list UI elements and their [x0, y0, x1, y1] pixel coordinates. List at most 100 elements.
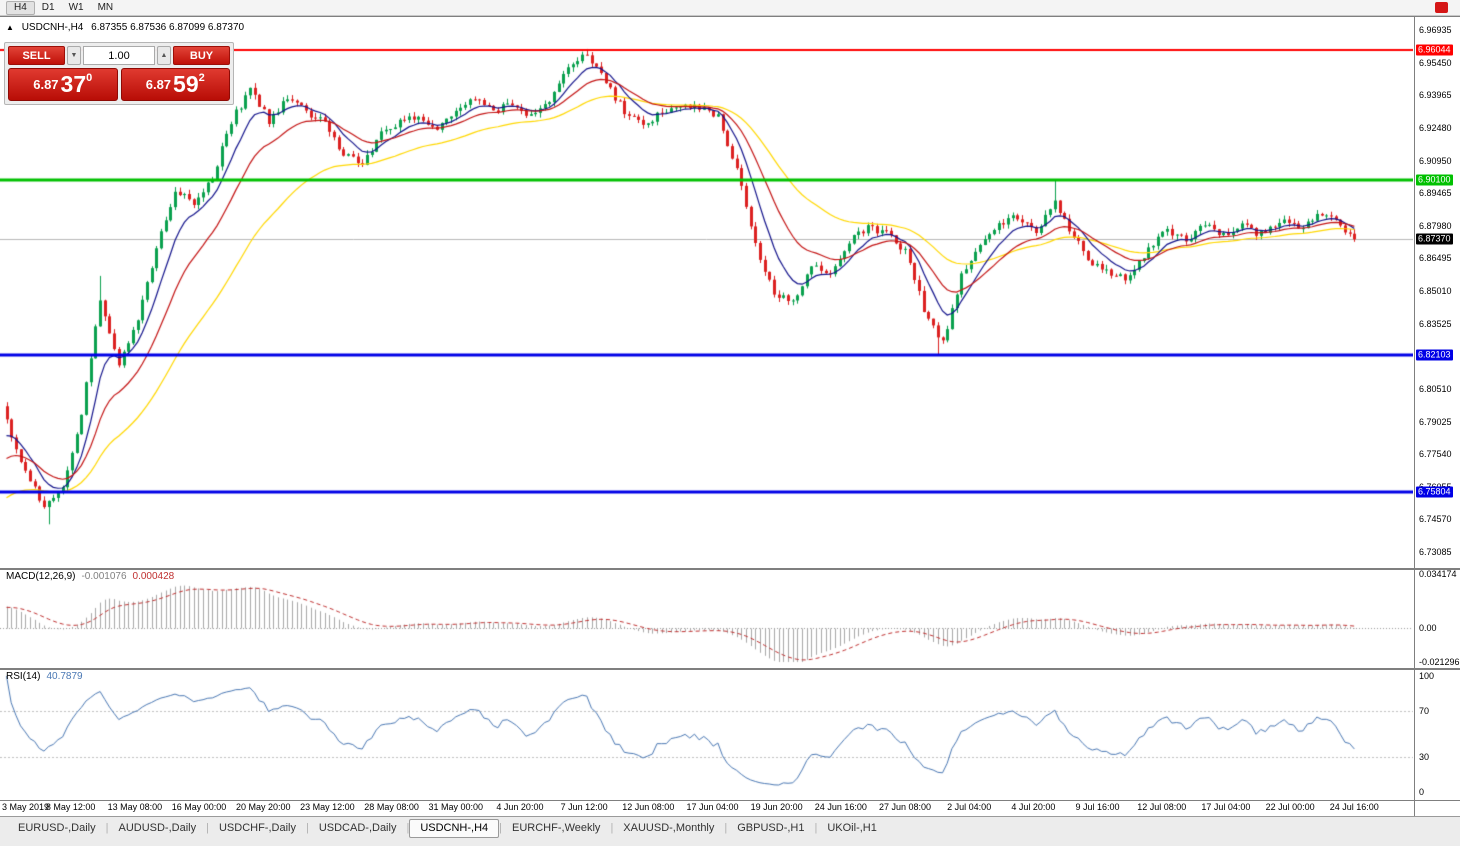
time-axis-label: 12 Jun 08:00 — [622, 802, 675, 812]
volume-decrease-button[interactable]: ▼ — [67, 46, 81, 65]
timeframe-toolbar: H4 D1 W1 MN — [0, 0, 1460, 16]
rsi-axis-label: 70 — [1419, 705, 1430, 716]
tab-audusd[interactable]: AUDUSD-,Daily — [118, 822, 197, 834]
rsi-axis-label: 30 — [1419, 752, 1430, 763]
sell-button[interactable]: SELL — [8, 46, 65, 65]
price-axis-label: 6.92480 — [1419, 122, 1452, 133]
rsi-axis-label: 100 — [1419, 671, 1435, 681]
tab-eurusd[interactable]: EURUSD-,Daily — [18, 822, 96, 834]
hline-price-badge[interactable]: 6.75804 — [1416, 486, 1453, 498]
time-axis-label: 24 Jun 16:00 — [814, 802, 867, 812]
sell-price-base: 6.87 — [33, 77, 59, 92]
rsi-indicator-panel: RSI(14) 40.7879 — [0, 668, 1460, 800]
collapse-one-click-icon[interactable]: ▲ — [6, 23, 14, 32]
tab-xauusd[interactable]: XAUUSD-,Monthly — [623, 822, 715, 834]
rsi-canvas[interactable] — [0, 668, 1413, 800]
trade-prices-row: 6.87 37 0 6.87 59 2 — [8, 68, 230, 101]
timeframe-button-w1[interactable]: W1 — [68, 1, 84, 13]
price-axis-label: 6.90950 — [1419, 155, 1452, 166]
tab-gbpusd[interactable]: GBPUSD-,H1 — [737, 822, 805, 834]
macd-main-value: -0.001076 — [81, 571, 127, 582]
price-axis-label: 6.95450 — [1419, 57, 1452, 68]
time-axis-label: 4 Jun 20:00 — [496, 802, 544, 812]
time-axis-label: 23 May 12:00 — [300, 802, 355, 812]
tab-separator: | — [610, 822, 614, 834]
rsi-panel-separator[interactable] — [0, 668, 1460, 670]
time-axis-label: 8 May 12:00 — [45, 802, 96, 812]
tab-separator: | — [406, 822, 410, 834]
tab-ukoil[interactable]: UKOil-,H1 — [827, 822, 877, 834]
time-axis-label: 9 Jul 16:00 — [1075, 802, 1120, 812]
chart-ohlc-values: 6.87355 6.87536 6.87099 6.87370 — [91, 22, 245, 33]
tab-separator: | — [499, 822, 503, 834]
tab-usdcnh[interactable]: USDCNH-,H4 — [409, 819, 500, 838]
macd-axis-label: 0.00 — [1419, 623, 1437, 634]
macd-panel-separator[interactable] — [0, 568, 1460, 570]
price-axis-label: 6.96935 — [1419, 25, 1452, 35]
current-price-badge: 6.87370 — [1416, 233, 1453, 245]
rsi-axis-label: 0 — [1419, 787, 1425, 797]
tab-separator: | — [305, 822, 309, 834]
time-axis-label: 13 May 08:00 — [107, 802, 163, 812]
main-chart-canvas[interactable] — [0, 16, 1413, 568]
buy-price-point: 2 — [198, 72, 205, 84]
hline-price-badge[interactable]: 6.90100 — [1416, 174, 1453, 186]
tab-separator: | — [724, 822, 728, 834]
time-axis-label: 31 May 00:00 — [428, 802, 484, 812]
macd-signal-value: 0.000428 — [132, 571, 175, 582]
sell-price-display[interactable]: 6.87 37 0 — [8, 68, 118, 101]
tab-usdcad[interactable]: USDCAD-,Daily — [318, 822, 397, 834]
time-axis-label: 20 May 20:00 — [235, 802, 291, 812]
price-axis-label: 6.77540 — [1419, 449, 1452, 460]
volume-increase-button[interactable]: ▲ — [157, 46, 171, 65]
hline-price-badge[interactable]: 6.82103 — [1416, 349, 1453, 361]
timeframe-button-mn[interactable]: MN — [97, 1, 114, 13]
chart-symbol-label: USDCNH-,H4 — [21, 22, 84, 33]
tab-usdchf[interactable]: USDCHF-,Daily — [218, 822, 296, 834]
symbol-tabbar: EURUSD-,Daily | AUDUSD-,Daily | USDCHF-,Dail… — [0, 816, 1460, 846]
price-axis-label: 6.85010 — [1419, 286, 1452, 296]
buy-button[interactable]: BUY — [173, 46, 230, 65]
chart-window-icon[interactable] — [1435, 2, 1448, 13]
price-axis-label: 6.87980 — [1419, 220, 1452, 231]
tab-separator: | — [206, 822, 209, 834]
tab-eurchf[interactable]: EURCHF-,Weekly — [512, 822, 601, 834]
time-axis-label: 3 May 2019 — [2, 802, 50, 812]
rsi-value: 40.7879 — [46, 671, 83, 682]
time-axis-border — [0, 800, 1460, 801]
macd-indicator-panel: MACD(12,26,9) -0.001076 0.000428 — [0, 568, 1460, 668]
time-axis-label: 22 Jul 00:00 — [1265, 802, 1315, 812]
chart-ohlc-header: ▲ USDCNH-,H4 6.87355 6.87536 6.87099 6.8… — [6, 22, 249, 33]
price-axis-label: 6.74570 — [1419, 514, 1452, 525]
time-axis-label: 17 Jun 04:00 — [686, 802, 739, 812]
sell-price-point: 0 — [86, 72, 93, 84]
buy-price-display[interactable]: 6.87 59 2 — [120, 68, 230, 101]
time-axis[interactable]: 3 May 2019 8 May 12:00 13 May 08:00 16 May … — [0, 800, 1460, 816]
time-axis-label: 19 Jun 20:00 — [750, 802, 803, 812]
price-axis-label: 6.93965 — [1419, 90, 1452, 101]
time-axis-label: 4 Jul 20:00 — [1011, 802, 1056, 812]
volume-input[interactable] — [83, 46, 155, 65]
price-axis[interactable]: 6.96935 6.95450 6.93965 6.92480 6.90950 6.894… — [1414, 16, 1460, 816]
price-axis-label: 6.73085 — [1419, 547, 1452, 557]
time-axis-label: 2 Jul 04:00 — [947, 802, 992, 812]
macd-name: MACD(12,26,9) — [6, 571, 76, 582]
price-axis-label: 6.80510 — [1419, 383, 1452, 394]
time-axis-label: 28 May 08:00 — [364, 802, 419, 812]
price-axis-label: 6.79025 — [1419, 416, 1452, 427]
sell-price-pips: 37 — [60, 71, 87, 97]
hline-price-badge[interactable]: 6.96044 — [1416, 44, 1453, 55]
price-axis-label: 6.86495 — [1419, 253, 1452, 264]
timeframe-button-h4[interactable]: H4 — [6, 0, 35, 15]
timeframe-button-d1[interactable]: D1 — [41, 1, 55, 13]
chart-top-border — [0, 16, 1460, 17]
trade-controls-row: SELL ▼ ▲ BUY — [8, 46, 230, 65]
macd-canvas[interactable] — [0, 568, 1413, 668]
macd-axis-label: 0.034174 — [1419, 569, 1457, 579]
main-chart-panel: ▲ USDCNH-,H4 6.87355 6.87536 6.87099 6.8… — [0, 16, 1460, 568]
macd-header: MACD(12,26,9) -0.001076 0.000428 — [6, 571, 174, 582]
time-axis-label: 7 Jun 12:00 — [560, 802, 608, 812]
time-axis-label: 12 Jul 08:00 — [1137, 802, 1187, 812]
